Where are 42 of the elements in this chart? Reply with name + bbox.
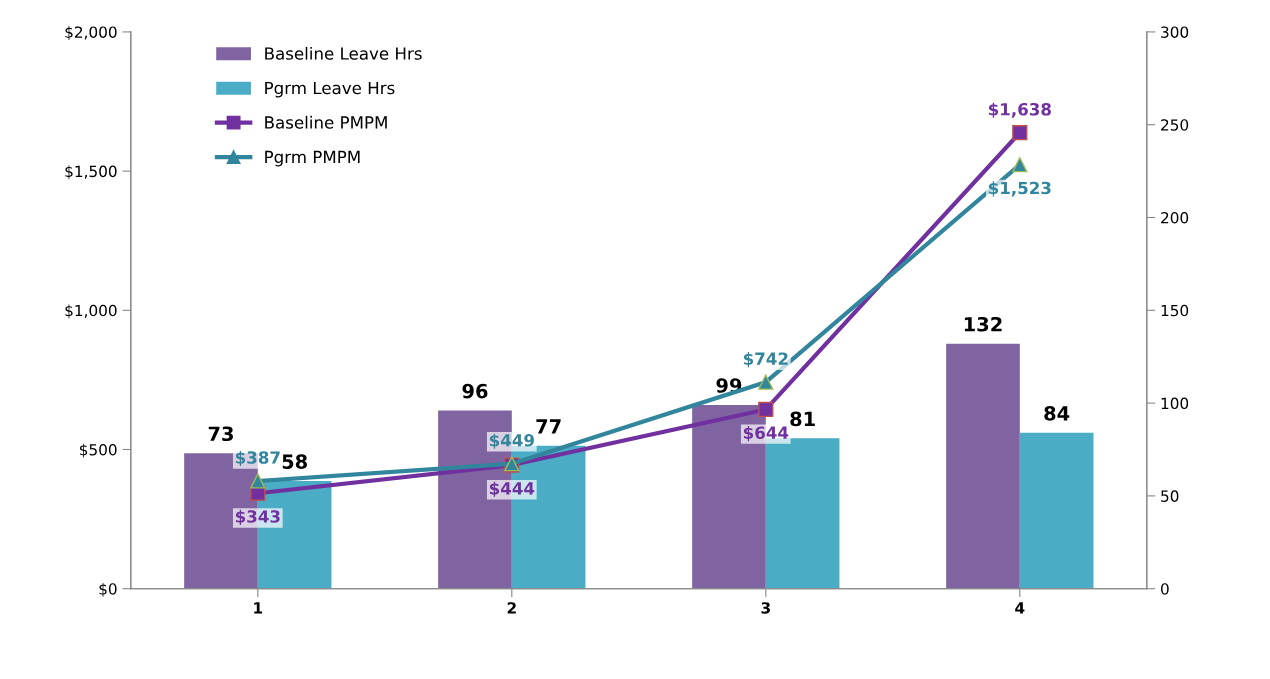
bar [946, 343, 1020, 589]
y-tick-label: $500 [80, 443, 117, 458]
y2-tick-label: 300 [1161, 26, 1189, 38]
y2-tick-label: 250 [1161, 119, 1189, 131]
y-tick-label: $1,500 [65, 165, 117, 180]
y2-tick-label: 100 [1161, 397, 1189, 410]
x-tick-label: 1 [254, 602, 263, 614]
y2-tick-label: 50 [1161, 490, 1179, 502]
point [1012, 125, 1028, 141]
y-tick-label: $1,000 [65, 304, 117, 319]
data-label: 73 [208, 426, 233, 442]
legend-label: Baseline PMPM [265, 115, 387, 129]
data-label: $1,523 [988, 181, 1051, 197]
data-label: $343 [235, 509, 280, 525]
y-tick-label: $2,000 [65, 26, 117, 40]
y2-tick-label: 200 [1161, 211, 1189, 224]
x-tick-label: 3 [761, 602, 770, 614]
y2-tick-label: 150 [1161, 304, 1189, 317]
legend-label: Baseline Leave Hrs [265, 46, 422, 60]
data-label: 96 [462, 383, 488, 399]
point [1012, 157, 1028, 173]
point [250, 473, 266, 489]
data-label: 132 [964, 316, 1002, 332]
data-label: $449 [489, 433, 534, 449]
y-tick-label: $0 [99, 582, 117, 597]
point [758, 374, 774, 390]
x-tick-label: 4 [1015, 602, 1025, 614]
x-tick-label: 2 [507, 602, 516, 614]
data-label: 81 [790, 411, 815, 427]
data-label: 58 [282, 454, 307, 469]
data-label: $644 [743, 426, 789, 442]
data-label: $387 [235, 450, 280, 467]
data-label: $1,638 [988, 102, 1051, 118]
legend-label: Pgrm PMPM [265, 150, 360, 167]
data-label: 77 [536, 419, 561, 434]
data-label: $742 [743, 352, 788, 368]
data-label: $444 [489, 481, 535, 497]
y2-tick-label: 0 [1161, 583, 1169, 595]
legend-label: Pgrm Leave Hrs [265, 81, 395, 98]
data-label: 84 [1044, 405, 1070, 421]
point [758, 401, 774, 418]
bar [1019, 432, 1094, 589]
